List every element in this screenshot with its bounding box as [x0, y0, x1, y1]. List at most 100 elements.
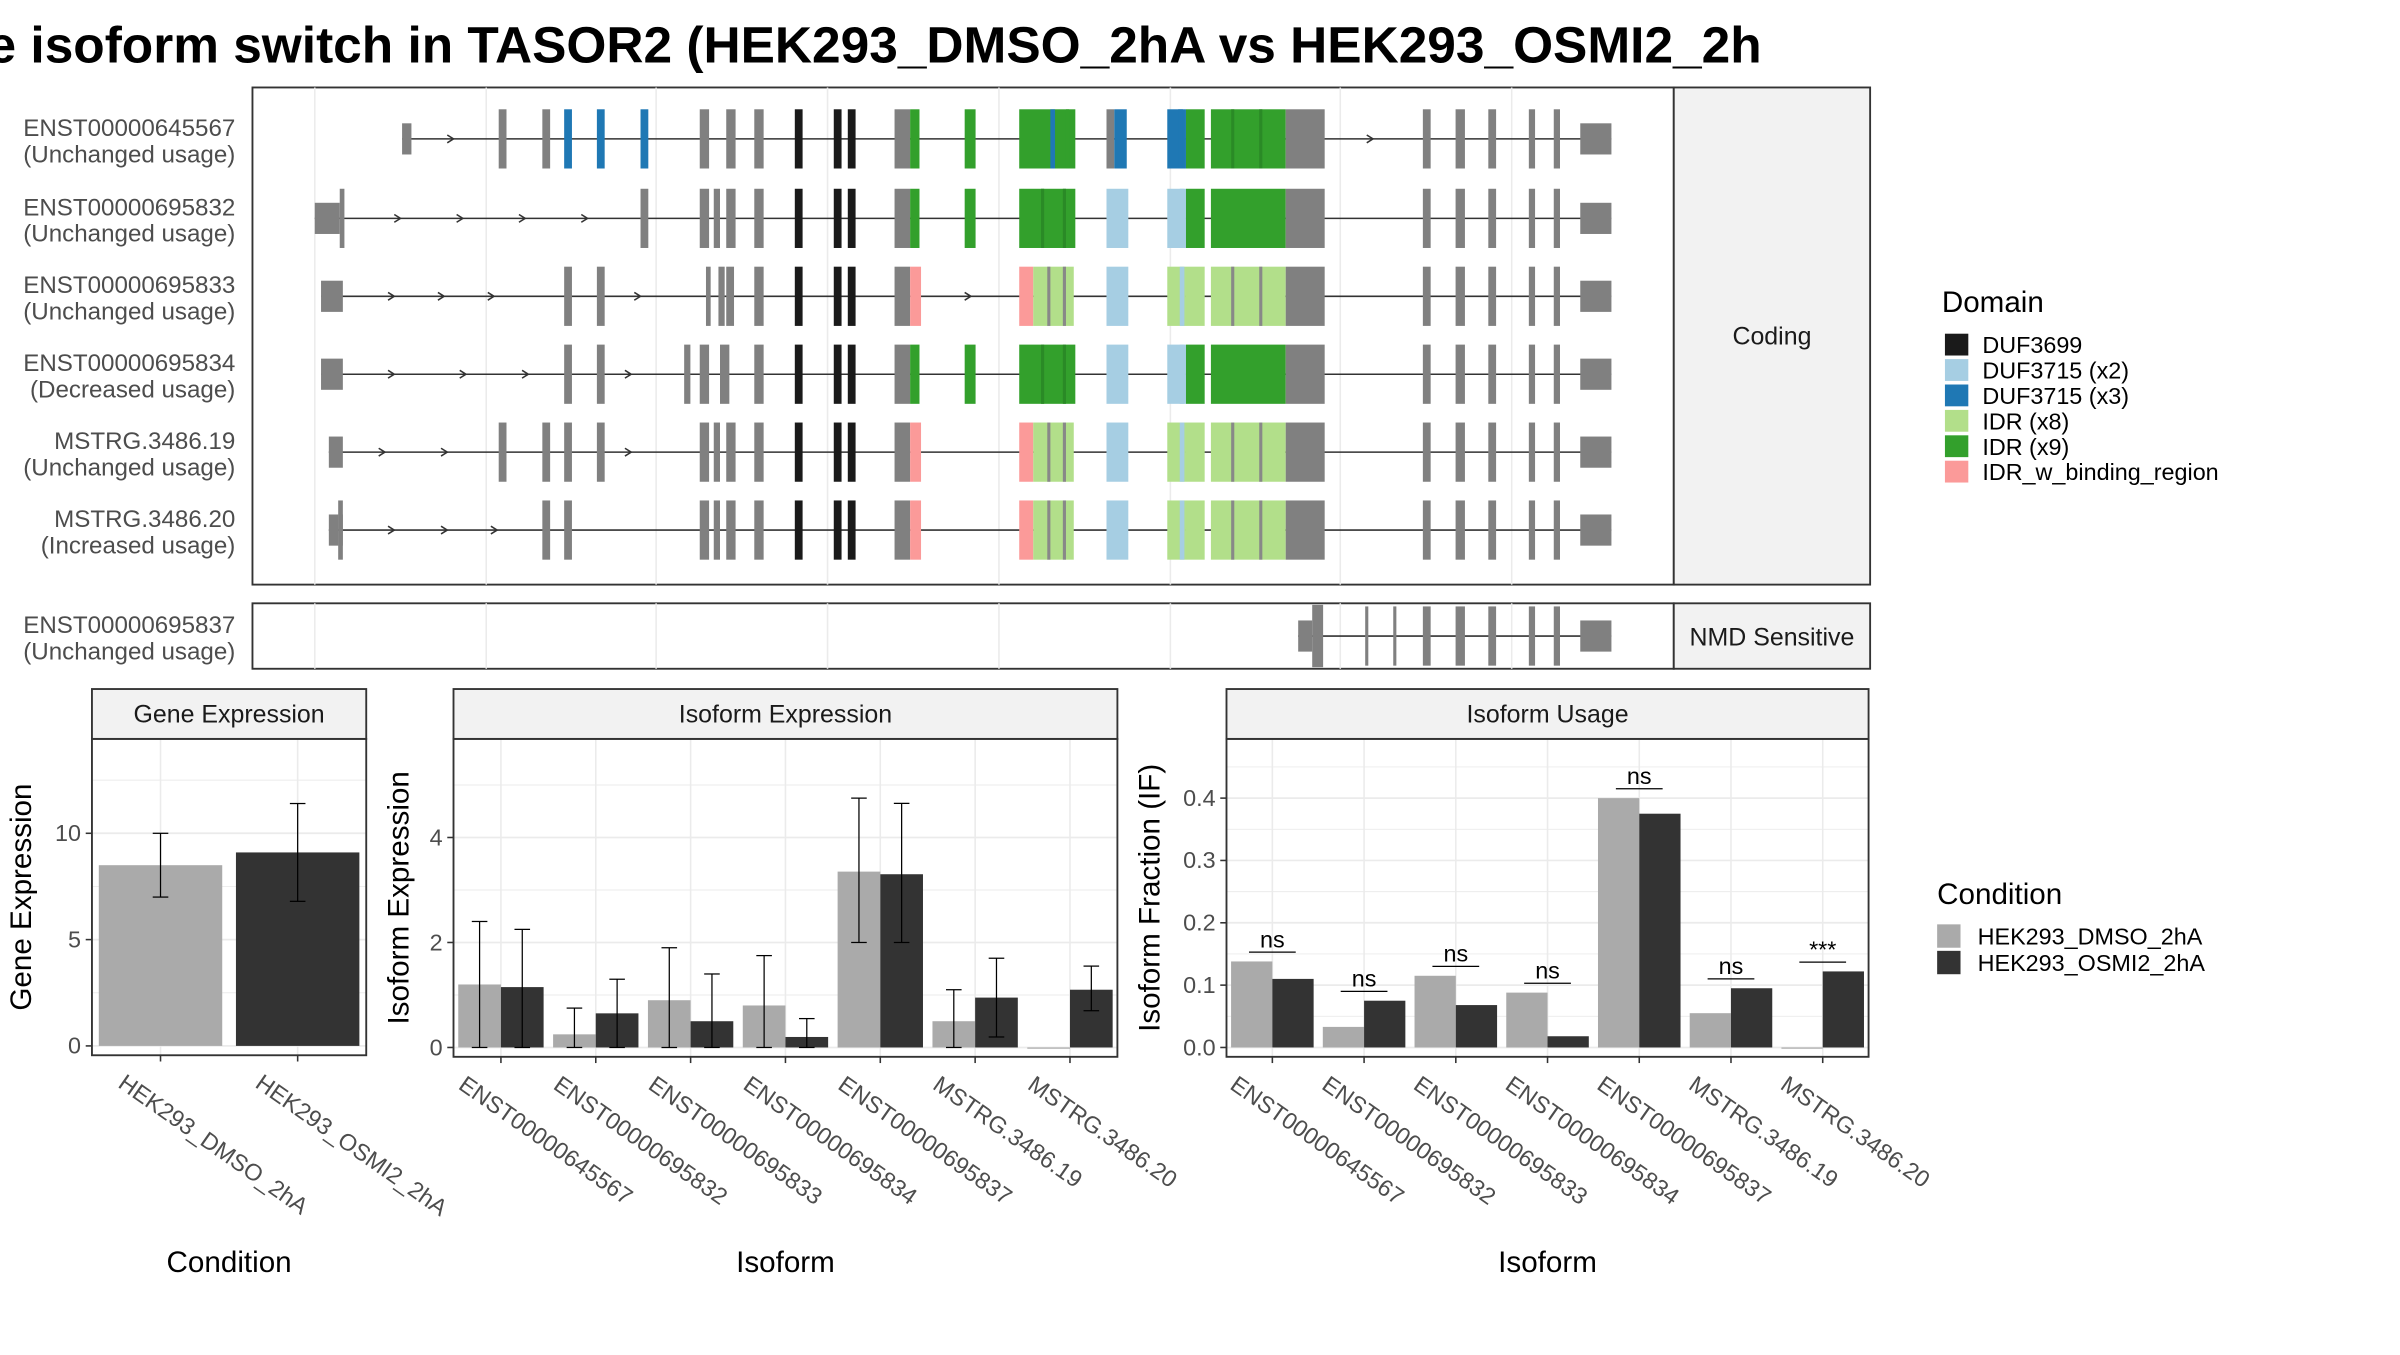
exon [1185, 422, 1205, 482]
x-tick-label: ENST00000645567 [454, 1071, 637, 1210]
exon [1422, 344, 1431, 404]
exon [1210, 422, 1286, 482]
exon [1114, 109, 1127, 169]
exon [1285, 188, 1325, 248]
significance-label: ns [1443, 941, 1468, 967]
figure-title: e isoform switch in TASOR2 (HEK293_DMSO_… [0, 16, 1762, 74]
bar [1272, 978, 1314, 1048]
significance-label: ns [1260, 926, 1285, 952]
exon [1106, 422, 1129, 482]
exon [699, 422, 710, 482]
exon [1528, 606, 1536, 666]
x-tick-label: ENST00000695837 [834, 1071, 1017, 1210]
exon [596, 422, 605, 482]
exon [1455, 500, 1465, 560]
exon [542, 500, 551, 560]
exon [754, 266, 764, 326]
exon [498, 109, 507, 169]
exon [699, 188, 710, 248]
direction-arrow [437, 291, 446, 301]
utr-exon [402, 123, 412, 155]
domain-legend-label: IDR (x8) [1982, 408, 2069, 434]
exon [910, 500, 922, 560]
exon [726, 500, 736, 560]
direction-arrow [1366, 134, 1375, 144]
exon [1019, 500, 1034, 560]
exon [754, 109, 764, 169]
exon [1106, 188, 1129, 248]
domain-stripe [1041, 344, 1045, 404]
transcript-id: ENST00000695837 [23, 612, 235, 639]
direction-arrow [580, 213, 590, 223]
transcript-row: ENST00000645567(Unchanged usage) [23, 109, 1612, 169]
domain-stripe [1062, 344, 1066, 404]
exon [1580, 358, 1612, 390]
domain-legend-label: IDR_w_binding_region [1982, 459, 2218, 485]
domain-legend-key [1944, 333, 1969, 356]
direction-arrow [440, 525, 449, 535]
domain-stripe [1231, 109, 1235, 169]
exon [894, 422, 911, 482]
bar [1822, 971, 1864, 1048]
exon [964, 109, 976, 169]
domain-stripe [1065, 109, 1070, 169]
direction-arrow [440, 447, 449, 457]
exon [1285, 266, 1325, 326]
y-tick-label: 2 [430, 929, 443, 955]
exon [1185, 109, 1205, 169]
exon [833, 500, 842, 560]
exon [1285, 344, 1325, 404]
exon [847, 344, 856, 404]
bar [1231, 961, 1273, 1048]
transcript-usage: (Unchanged usage) [23, 455, 235, 482]
exon [894, 266, 911, 326]
exon [1488, 266, 1497, 326]
exon [1422, 500, 1431, 560]
x-tick-label: ENST00000695832 [549, 1071, 732, 1210]
domain-legend-key [1944, 460, 1969, 483]
domain-stripe [1062, 500, 1066, 560]
transcript-id: MSTRG.3486.20 [54, 506, 235, 533]
domain-stripe [1047, 422, 1051, 482]
exon [1422, 422, 1431, 482]
exon [847, 188, 856, 248]
transcript-row: ENST00000695833(Unchanged usage) [23, 266, 1612, 326]
exon [1528, 109, 1536, 169]
direction-arrow [633, 291, 642, 301]
transcript-usage: (Unchanged usage) [23, 141, 235, 168]
exon [1553, 500, 1560, 560]
exon [833, 422, 842, 482]
y-axis-label: Gene Expression [5, 784, 38, 1011]
transcript-usage: (Unchanged usage) [23, 638, 235, 665]
exon [1528, 422, 1536, 482]
significance-label: *** [1809, 936, 1836, 962]
exon [1422, 109, 1431, 169]
bar [1506, 992, 1548, 1048]
exon [833, 188, 842, 248]
bar [1730, 988, 1773, 1048]
domain-stripe [1062, 422, 1066, 482]
exon [1106, 344, 1129, 404]
bar [1322, 1026, 1365, 1048]
condition-legend-key [1937, 924, 1961, 948]
transcript-row: ENST00000695834(Decreased usage) [23, 344, 1612, 404]
exon [1488, 188, 1497, 248]
exon [718, 266, 725, 326]
exon [1185, 266, 1205, 326]
significance-label: ns [1627, 763, 1652, 789]
y-tick-label: 0 [430, 1034, 443, 1060]
exon [1106, 109, 1115, 169]
facet-strip-coding [1672, 86, 1872, 586]
exon [847, 422, 856, 482]
bar [1781, 1047, 1823, 1049]
exon [1210, 266, 1286, 326]
exon [794, 500, 803, 560]
direction-arrow [490, 525, 499, 535]
panel-title: Isoform Expression [679, 701, 892, 729]
exon [894, 500, 911, 560]
utr-exon [328, 436, 343, 468]
exon [1285, 422, 1325, 482]
transcript-row: MSTRG.3486.20(Increased usage) [41, 500, 1612, 560]
